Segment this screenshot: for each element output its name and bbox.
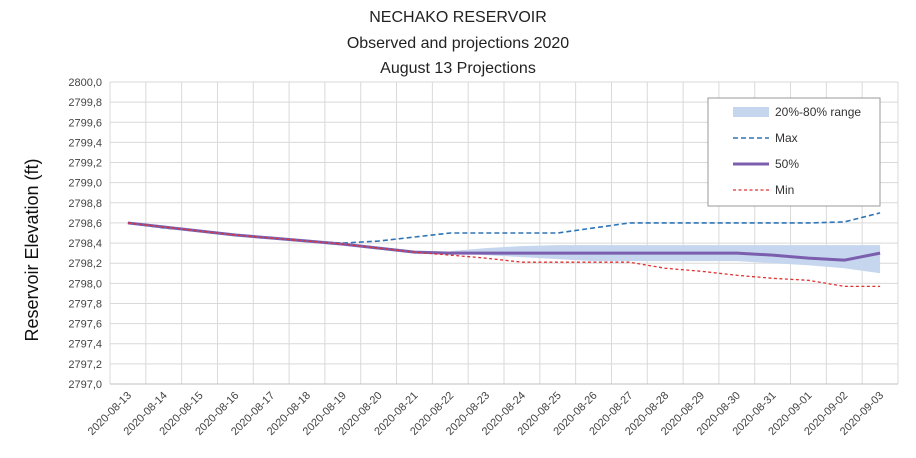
y-axis-label: Reservoir Elevation (ft) xyxy=(22,158,42,341)
y-tick-label: 2799,4 xyxy=(68,137,102,149)
series-line-50 xyxy=(127,221,881,262)
series-line-max xyxy=(127,212,881,244)
chart-title-line-2: Observed and projections 2020 xyxy=(346,35,570,52)
y-tick-label: 2797,0 xyxy=(68,379,102,391)
y-tick-label: 2797,6 xyxy=(68,319,102,331)
chart-title-line-3: August 13 Projections xyxy=(380,60,536,77)
y-tick-label: 2798,4 xyxy=(68,238,102,250)
legend-label: 50% xyxy=(775,157,799,171)
y-tick-label: 2797,2 xyxy=(68,359,102,371)
y-tick-label: 2798,6 xyxy=(68,218,102,230)
series-line-min xyxy=(127,222,881,288)
legend-swatch-band xyxy=(733,107,769,117)
legend-label: Max xyxy=(775,131,798,145)
legend-label: Min xyxy=(775,183,794,197)
y-tick-label: 2798,0 xyxy=(68,278,102,290)
legend: 20%-80% range Max 50% Min xyxy=(707,97,881,207)
legend-label: 20%-80% range xyxy=(775,105,861,119)
y-tick-label: 2799,2 xyxy=(68,158,102,170)
y-tick-label: 2797,4 xyxy=(68,339,102,351)
y-tick-label: 2797,8 xyxy=(68,298,102,310)
chart-title-line-1: NECHAKO RESERVOIR xyxy=(369,9,547,26)
y-tick-label: 2799,6 xyxy=(68,117,102,129)
y-tick-label: 2799,0 xyxy=(68,178,102,190)
y-tick-label: 2798,2 xyxy=(68,258,102,270)
y-tick-label: 2798,8 xyxy=(68,198,102,210)
y-tick-label: 2799,8 xyxy=(68,97,102,109)
series-lines-layer xyxy=(127,212,881,288)
y-tick-labels: 2797,0 2797,2 2797,4 2797,6 2797,8 2798,0 2798… xyxy=(68,77,102,391)
y-tick-label: 2800,0 xyxy=(68,77,102,89)
x-tick-labels: 2020-08-132020-08-142020-08-152020-08-16… xyxy=(86,390,886,438)
